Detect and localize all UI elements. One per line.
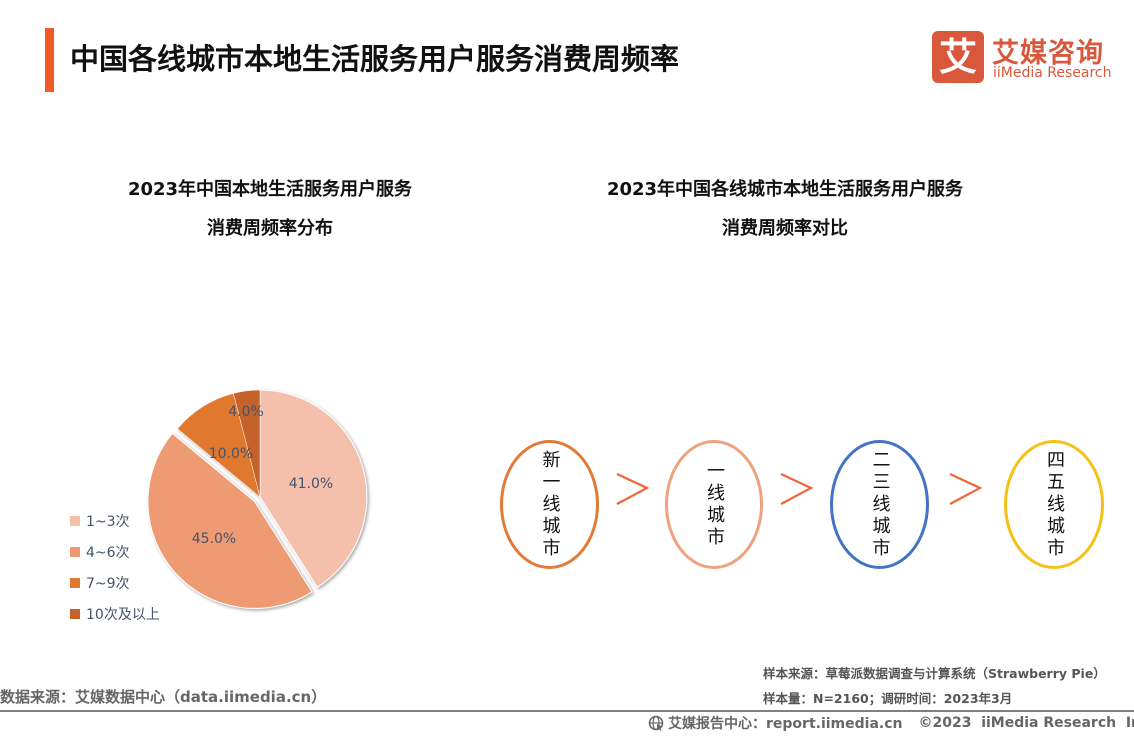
iimedia-logo: 艾 艾媒咨询 iiMedia Research [932, 31, 1112, 85]
legend-item-1-3: 1~3次 [70, 505, 160, 536]
footer-divider [0, 710, 1134, 712]
city-comparison-title-line1: 2023年中国各线城市本地生活服务用户服务 [606, 179, 964, 200]
legend-label: 1~3次 [86, 513, 130, 530]
pie-label-10-plus: 4.0% [228, 404, 264, 420]
legend-swatch-icon [70, 577, 80, 588]
page-title: 中国各线城市本地生活服务用户服务消费周频率 [70, 42, 680, 76]
pie-label-4-6: 45.0% [191, 531, 237, 547]
pie-legend: 1~3次 4~6次 7~9次 10次及以上 [70, 505, 160, 629]
legend-label: 10次及以上 [86, 606, 160, 623]
data-source-note: 数据来源：艾媒数据中心（data.iimedia.cn） [0, 688, 327, 706]
greater-than-icon [616, 473, 650, 505]
city-tier-new-first: 新一线城市 [500, 440, 599, 569]
city-tier-fourth-fifth: 四五线城市 [1004, 440, 1104, 569]
city-tier-second-third: 二三线城市 [830, 440, 929, 569]
copyright-text: ©2023 iiMedia Research Inc [918, 715, 1134, 731]
logo-name-cn: 艾媒咨询 [992, 38, 1104, 69]
greater-than-icon [949, 473, 983, 505]
city-tier-label: 二三线城市 [869, 449, 891, 560]
city-comparison-title: 2023年中国各线城市本地生活服务用户服务 消费周频率对比 [560, 170, 1010, 248]
city-tier-label: 四五线城市 [1044, 449, 1065, 560]
pie-slice-1-3[interactable] [259, 389, 368, 588]
logo-name-en: iiMedia Research [993, 65, 1112, 81]
pie-slice-10-plus[interactable] [233, 389, 261, 498]
city-tier-label: 一线城市 [704, 460, 725, 549]
sample-size-note: 样本量：N=2160；调研时间：2023年3月 [763, 691, 1013, 706]
legend-swatch-icon [70, 608, 80, 619]
city-tier-label: 新一线城市 [539, 449, 561, 560]
pie-chart-title-line1: 2023年中国本地生活服务用户服务 [127, 179, 413, 200]
city-comparison-title-line2: 消费周频率对比 [722, 218, 848, 239]
pie-slice-4-6[interactable] [147, 432, 313, 609]
city-tier-first: 一线城市 [665, 440, 763, 569]
sample-source-note: 样本来源：草莓派数据调查与计算系统（Strawberry Pie） [763, 666, 1106, 681]
pie-label-7-9: 10.0% [208, 446, 254, 462]
pie-label-1-3: 41.0% [288, 476, 334, 492]
report-center-link[interactable]: 艾媒报告中心：report.iimedia.cn [668, 716, 903, 732]
pie-chart-title-line2: 消费周频率分布 [207, 218, 333, 239]
footer-credits: 艾媒报告中心：report.iimedia.cn ©2023 iiMedia R… [648, 713, 1134, 733]
title-accent-bar [45, 28, 54, 92]
legend-item-7-9: 7~9次 [70, 567, 160, 598]
greater-than-icon [780, 473, 814, 505]
legend-label: 7~9次 [86, 575, 130, 592]
globe-icon [648, 715, 664, 731]
legend-item-4-6: 4~6次 [70, 536, 160, 567]
legend-item-10-plus: 10次及以上 [70, 598, 160, 629]
logo-mark-icon: 艾 [932, 31, 984, 83]
legend-swatch-icon [70, 546, 80, 557]
pie-chart-title: 2023年中国本地生活服务用户服务 消费周频率分布 [50, 170, 490, 248]
legend-label: 4~6次 [86, 544, 130, 561]
legend-swatch-icon [70, 515, 80, 526]
